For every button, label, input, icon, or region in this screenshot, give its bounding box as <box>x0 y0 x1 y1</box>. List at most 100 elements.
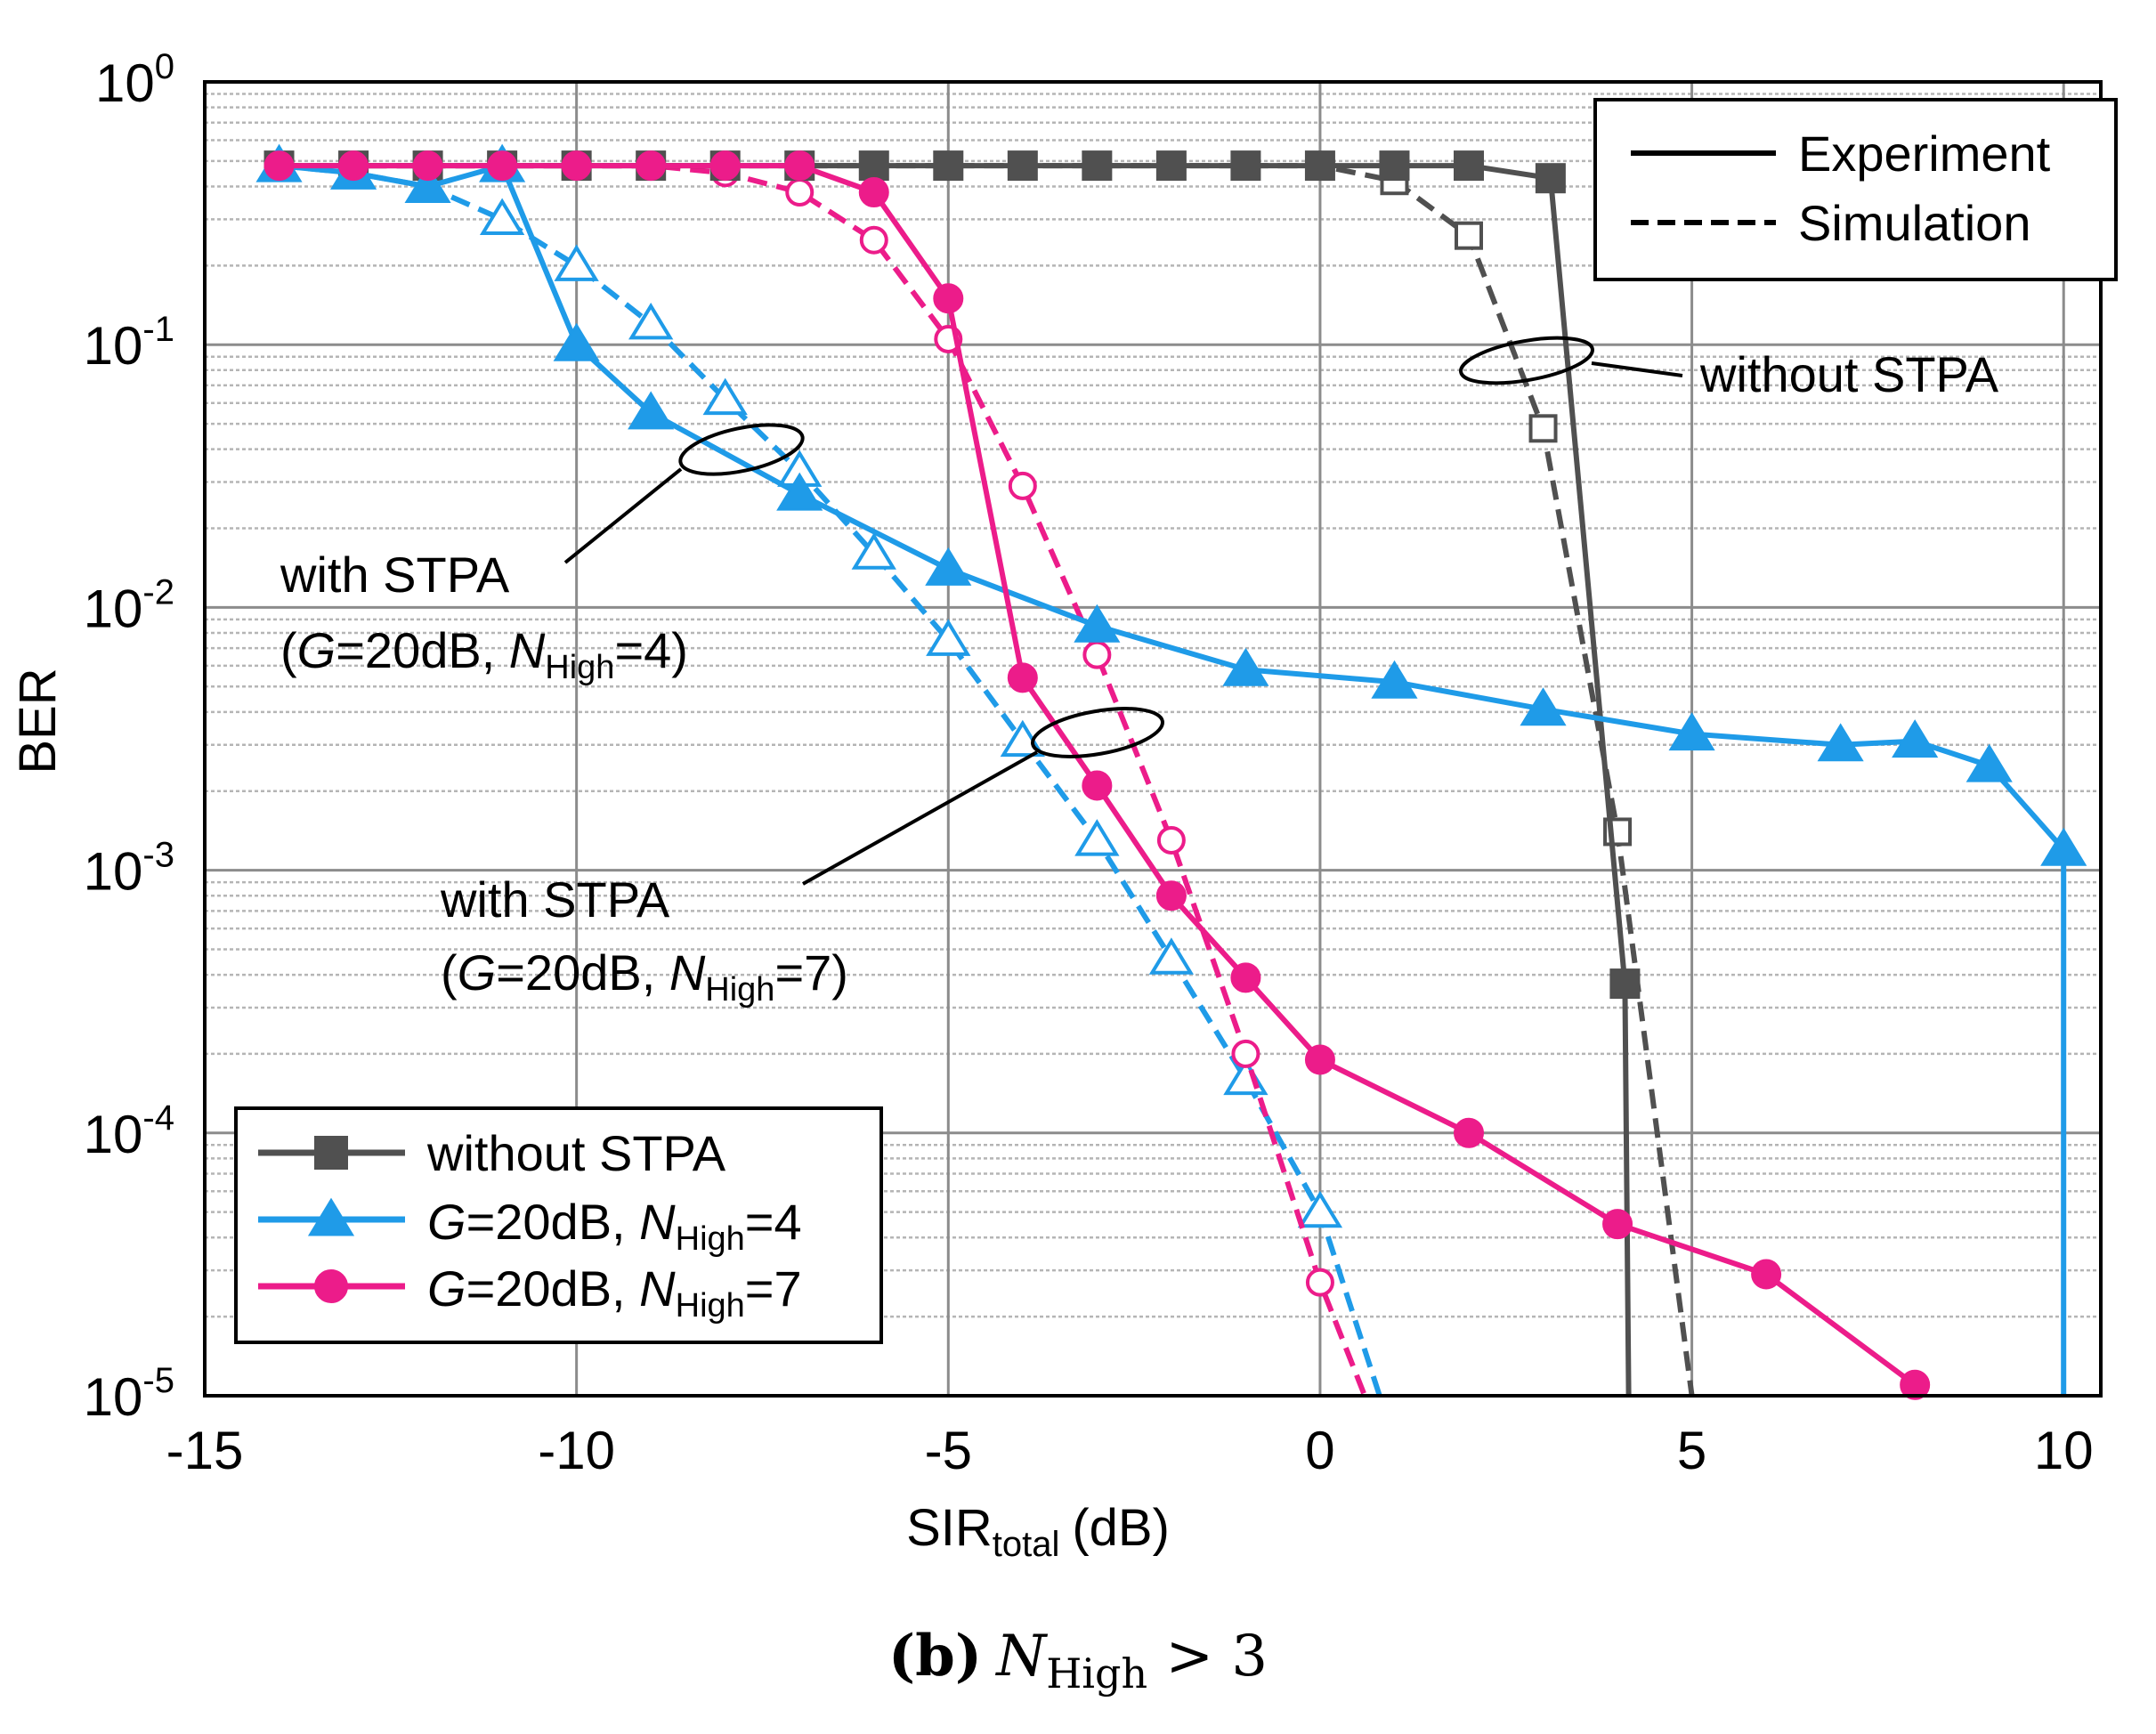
legend-n7-g: G <box>427 1260 466 1317</box>
series-layer <box>255 143 2087 1400</box>
plot-frame <box>203 80 2103 1398</box>
y-tick-label: 10-5 <box>84 1361 174 1427</box>
data-point-n7 <box>1156 825 1186 855</box>
y-tick-label: 10-2 <box>84 572 174 638</box>
annotation-text-n7-line1: with STPA <box>440 871 670 928</box>
y-tick-exponent: -4 <box>142 1098 174 1138</box>
data-point-n7 <box>1454 1117 1484 1148</box>
caption-rest: > 3 <box>1147 1624 1268 1689</box>
y-axis-label: BER <box>9 668 67 774</box>
data-point-n7 <box>338 150 369 182</box>
legend-dashed-label: Simulation <box>1798 195 2030 251</box>
data-point-n4 <box>1222 647 1269 686</box>
legend-solid-label: Experiment <box>1798 126 2051 182</box>
data-point-without <box>858 150 889 182</box>
data-point-n4 <box>1074 819 1120 856</box>
annotation-n7-p2: =20dB, <box>496 944 669 1001</box>
data-point-n4 <box>554 244 599 281</box>
x-tick-label: 0 <box>1305 1421 1334 1480</box>
data-point-without <box>1304 150 1335 182</box>
legend-line-style-box <box>1593 98 2118 281</box>
data-point-n7 <box>1008 471 1037 500</box>
annotation-ellipse-n4 <box>678 423 805 476</box>
data-point-n7 <box>1231 1039 1260 1068</box>
y-tick-base: 10 <box>84 316 143 376</box>
data-point-n7 <box>784 150 815 182</box>
data-point-n4 <box>404 165 451 204</box>
annotation-n4-g: G <box>297 622 336 678</box>
data-point-n7 <box>561 150 592 182</box>
annotation-n7-n: N <box>669 944 706 1001</box>
x-tick-label: -5 <box>925 1421 972 1480</box>
annotation-n7-sub: High <box>705 971 774 1009</box>
x-axis: -15 -10 -5 0 5 10 <box>166 1421 2094 1480</box>
annotation-n4-p2: =20dB, <box>336 622 509 678</box>
data-point-n4 <box>1520 687 1567 726</box>
annotation-n4-sub: High <box>545 649 614 686</box>
data-point-n4 <box>1892 719 1939 758</box>
data-point-n4 <box>479 198 525 235</box>
data-point-n4 <box>926 619 971 656</box>
data-point-n7 <box>785 178 815 207</box>
caption-label: (b) <box>888 1623 982 1689</box>
legend-sample-marker-n7 <box>314 1269 348 1303</box>
annotation-leader-n7 <box>802 750 1038 886</box>
data-point-n7 <box>1082 640 1112 669</box>
data-point-n4 <box>1817 723 1864 762</box>
legend-n4-p1: =20dB, <box>466 1194 640 1250</box>
y-tick-base: 10 <box>84 579 143 638</box>
y-tick-label: 100 <box>95 47 174 113</box>
figure-caption: (b) NHigh > 3 <box>888 1623 1268 1698</box>
x-axis-label-unit: (dB) <box>1072 1499 1170 1557</box>
annotation-n4: with STPA (G=20dB, NHigh=4) <box>280 423 805 686</box>
data-point-n7 <box>263 150 295 182</box>
data-point-n4 <box>1371 660 1418 699</box>
x-tick-label: 5 <box>1677 1421 1706 1480</box>
annotation-text-n4-line1: with STPA <box>280 547 510 603</box>
data-point-without <box>1230 150 1261 182</box>
data-point-n7 <box>1082 770 1113 801</box>
legend-line-style: Experiment Simulation <box>1593 98 2118 281</box>
legend-label-n7: G=20dB, NHigh=7 <box>427 1260 802 1325</box>
annotation-n4-p0: ( <box>280 622 297 678</box>
y-tick-base: 10 <box>84 1367 143 1427</box>
data-point-without <box>1155 150 1187 182</box>
data-point-n4 <box>1297 1190 1343 1228</box>
data-point-n7 <box>487 150 518 182</box>
legend-n7-sub: High <box>676 1287 745 1325</box>
data-point-n7 <box>933 283 964 314</box>
annotation-n7: with STPA (G=20dB, NHigh=7) <box>440 707 1164 1009</box>
y-tick-exponent: -1 <box>142 310 174 349</box>
data-point-n4 <box>553 322 600 361</box>
legend-n4-p4: =4 <box>745 1194 802 1250</box>
data-point-without <box>1535 163 1566 194</box>
annotation-n7-p0: ( <box>441 944 458 1001</box>
y-tick-base: 10 <box>95 53 155 113</box>
y-tick-exponent: 0 <box>155 47 174 86</box>
x-axis-label: SIRtotal (dB) <box>906 1499 1170 1564</box>
legend-label-n4: G=20dB, NHigh=4 <box>427 1194 802 1258</box>
annotation-leader-without <box>1591 361 1683 377</box>
series-n7-solid <box>263 150 1931 1400</box>
x-tick-label: -10 <box>538 1421 615 1480</box>
annotation-without: without STPA <box>1459 336 1999 402</box>
legend-n4-n: N <box>639 1194 676 1250</box>
data-point-n7 <box>1305 1268 1334 1297</box>
data-point-without <box>1455 221 1483 250</box>
data-point-without <box>1379 150 1410 182</box>
legend-n7-n: N <box>639 1260 676 1317</box>
data-point-without <box>1082 150 1113 182</box>
y-tick-base: 10 <box>84 842 143 902</box>
data-point-n4 <box>1966 743 2013 782</box>
annotation-n4-p5: =4) <box>614 622 688 678</box>
data-point-without <box>1007 150 1038 182</box>
annotation-n7-g: G <box>458 944 497 1001</box>
y-tick-label: 10-4 <box>84 1098 174 1164</box>
data-point-n4 <box>2040 827 2087 866</box>
legend-n4-g: G <box>427 1194 466 1250</box>
annotation-text-without: without STPA <box>1699 346 1999 402</box>
annotation-n4-n: N <box>509 622 546 678</box>
data-point-n7 <box>1751 1259 1782 1290</box>
